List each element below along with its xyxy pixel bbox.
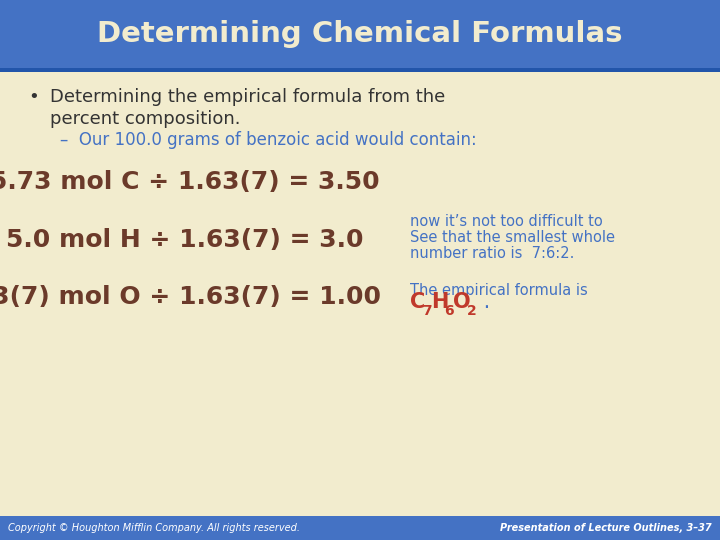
Text: now it’s not too difficult to: now it’s not too difficult to bbox=[410, 214, 603, 230]
Text: 6: 6 bbox=[444, 304, 454, 318]
Text: number ratio is  7:6:2.: number ratio is 7:6:2. bbox=[410, 246, 575, 261]
Text: 5.0 mol H ÷ 1.63(7) = 3.0: 5.0 mol H ÷ 1.63(7) = 3.0 bbox=[6, 228, 364, 252]
Text: Determining the empirical formula from the: Determining the empirical formula from t… bbox=[50, 88, 445, 106]
Text: percent composition.: percent composition. bbox=[50, 110, 240, 128]
Text: 1.63(7) mol O ÷ 1.63(7) = 1.00: 1.63(7) mol O ÷ 1.63(7) = 1.00 bbox=[0, 285, 382, 309]
Text: 7: 7 bbox=[422, 304, 431, 318]
Text: .: . bbox=[477, 292, 490, 312]
Bar bbox=[0, 0, 720, 68]
Text: The empirical formula is: The empirical formula is bbox=[410, 282, 588, 298]
Text: Copyright © Houghton Mifflin Company. All rights reserved.: Copyright © Houghton Mifflin Company. Al… bbox=[8, 523, 300, 533]
Text: H: H bbox=[431, 292, 449, 312]
Text: See that the smallest whole: See that the smallest whole bbox=[410, 231, 615, 246]
Text: 5.73 mol C ÷ 1.63(7) = 3.50: 5.73 mol C ÷ 1.63(7) = 3.50 bbox=[0, 170, 380, 194]
Text: Determining Chemical Formulas: Determining Chemical Formulas bbox=[97, 20, 623, 48]
Text: O: O bbox=[453, 292, 471, 312]
Bar bbox=[0, 516, 720, 540]
Text: •: • bbox=[28, 88, 39, 106]
Bar bbox=[0, 68, 720, 72]
Text: C: C bbox=[410, 292, 426, 312]
Text: –  Our 100.0 grams of benzoic acid would contain:: – Our 100.0 grams of benzoic acid would … bbox=[60, 131, 477, 149]
Text: Presentation of Lecture Outlines, 3–37: Presentation of Lecture Outlines, 3–37 bbox=[500, 523, 712, 533]
Text: 2: 2 bbox=[467, 304, 477, 318]
